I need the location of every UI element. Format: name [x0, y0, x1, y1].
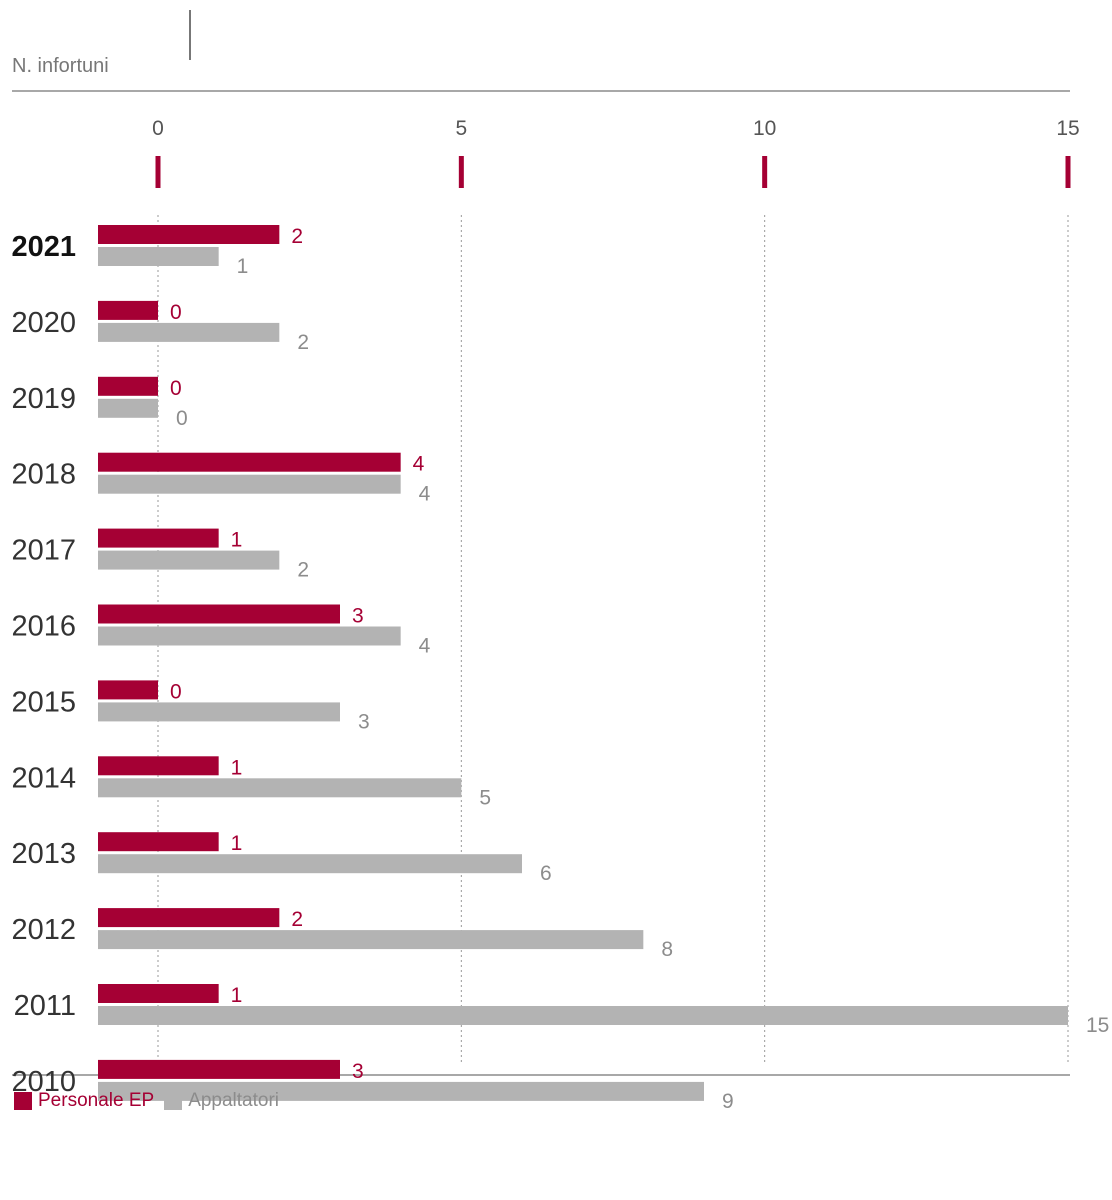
legend-label-appaltatori: Appaltatori	[188, 1090, 280, 1111]
legend-swatch-appaltatori	[164, 1092, 183, 1110]
category-label-2012: 2012	[11, 914, 76, 946]
bar-personale-ep-2018	[98, 452, 401, 472]
data-label-personale-ep-2014: 1	[231, 756, 243, 779]
tick-mark-0	[155, 156, 161, 188]
data-label-personale-ep-2021: 2	[291, 225, 303, 248]
legend-label-personale-ep: Personale EP	[38, 1090, 155, 1111]
bar-appaltatori-2020	[98, 322, 280, 342]
data-label-personale-ep-2019: 0	[170, 377, 182, 400]
x-tick-label-15: 15	[1056, 117, 1079, 140]
bar-appaltatori-2015	[98, 702, 340, 722]
bar-personale-ep-2019	[98, 376, 158, 396]
category-label-2021: 2021	[11, 231, 76, 263]
data-label-appaltatori-2018: 4	[419, 483, 431, 506]
bar-personale-ep-2012	[98, 908, 280, 928]
data-label-appaltatori-2015: 3	[358, 710, 370, 733]
category-label-2011: 2011	[14, 990, 76, 1022]
data-label-appaltatori-2020: 2	[297, 331, 309, 354]
data-label-appaltatori-2011: 15	[1086, 1014, 1109, 1037]
x-tick-label-0: 0	[152, 117, 164, 140]
bar-personale-ep-2014	[98, 756, 219, 776]
x-tick-label-5: 5	[455, 117, 467, 140]
data-label-appaltatori-2010: 9	[722, 1090, 734, 1113]
data-label-personale-ep-2012: 2	[291, 908, 303, 931]
data-label-personale-ep-2015: 0	[170, 680, 182, 703]
legend: Personale EP Appaltatori	[14, 1090, 289, 1112]
bar-personale-ep-2016	[98, 604, 340, 624]
bar-personale-ep-2011	[98, 984, 219, 1003]
data-label-appaltatori-2021: 1	[237, 255, 249, 278]
bar-appaltatori-2011	[98, 1006, 1068, 1025]
bar-appaltatori-2010	[98, 1081, 704, 1101]
bar-appaltatori-2017	[98, 550, 280, 570]
x-axis-ticks: 0 5 10 15	[152, 117, 1080, 188]
data-label-appaltatori-2014: 5	[479, 786, 491, 809]
tick-mark-15	[1065, 156, 1071, 188]
data-label-personale-ep-2017: 1	[231, 529, 243, 552]
tick-mark-10	[762, 156, 768, 188]
data-label-appaltatori-2016: 4	[419, 635, 431, 658]
legend-swatch-personale-ep	[14, 1092, 32, 1110]
bar-appaltatori-2012	[98, 930, 644, 950]
bar-appaltatori-2021	[98, 247, 219, 266]
category-label-2019: 2019	[11, 383, 76, 415]
bar-appaltatori-2016	[98, 626, 401, 646]
data-label-appaltatori-2013: 6	[540, 862, 552, 885]
bar-appaltatori-2013	[98, 854, 522, 874]
category-label-2016: 2016	[11, 611, 76, 643]
data-label-personale-ep-2010: 3	[352, 1060, 364, 1083]
axis-unit-label: N. infortuni	[12, 55, 109, 77]
bar-appaltatori-2014	[98, 778, 462, 798]
legend-item-appaltatori: Appaltatori	[164, 1090, 279, 1112]
bar-personale-ep-2010	[98, 1059, 340, 1079]
bar-personale-ep-2021	[98, 225, 280, 244]
category-label-2013: 2013	[11, 838, 76, 870]
data-label-personale-ep-2018: 4	[413, 453, 425, 476]
data-label-personale-ep-2020: 0	[170, 301, 182, 324]
bar-personale-ep-2013	[98, 832, 219, 852]
bar-personale-ep-2015	[98, 680, 158, 700]
data-label-personale-ep-2013: 1	[231, 832, 243, 855]
data-label-personale-ep-2011: 1	[231, 984, 243, 1007]
bar-appaltatori-2019	[98, 398, 158, 418]
x-tick-label-10: 10	[753, 117, 776, 140]
legend-item-personale-ep: Personale EP	[14, 1090, 154, 1112]
data-label-personale-ep-2016: 3	[352, 605, 364, 628]
category-label-2015: 2015	[11, 686, 76, 718]
data-label-appaltatori-2012: 8	[661, 938, 673, 961]
tick-mark-5	[458, 156, 464, 188]
bar-personale-ep-2020	[98, 300, 158, 320]
bar-appaltatori-2018	[98, 474, 401, 494]
category-label-2017: 2017	[11, 535, 76, 567]
category-label-2018: 2018	[11, 459, 76, 491]
category-label-2020: 2020	[11, 307, 76, 339]
bar-personale-ep-2017	[98, 528, 219, 548]
data-label-appaltatori-2019: 0	[176, 407, 188, 430]
category-label-2014: 2014	[11, 762, 76, 794]
data-label-appaltatori-2017: 2	[297, 559, 309, 582]
